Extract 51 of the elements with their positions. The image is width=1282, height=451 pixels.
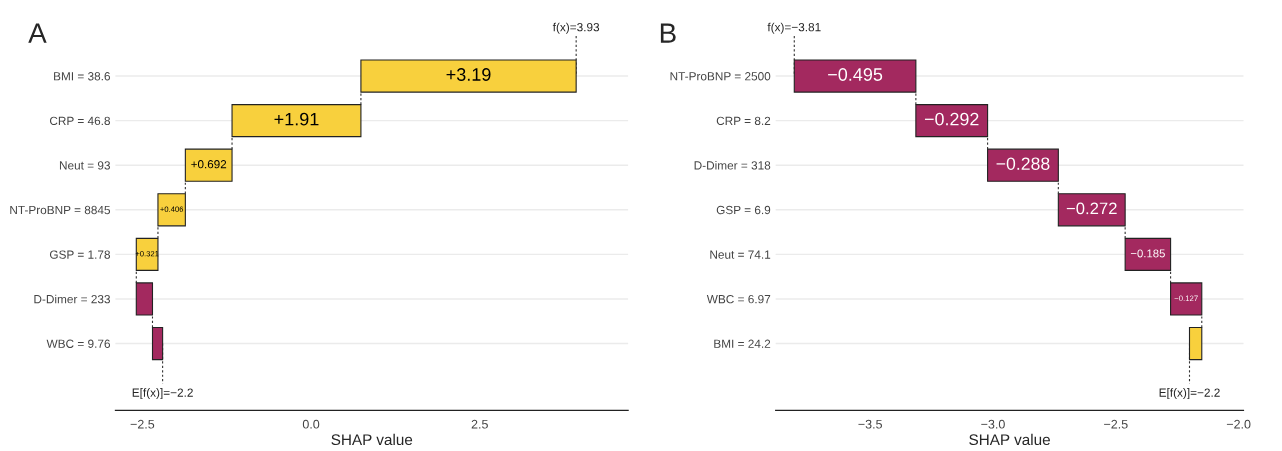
x-tick-label: 0.0 — [302, 419, 320, 429]
bar — [987, 148, 1059, 182]
bar — [151, 326, 164, 361]
y-tick-label: D-Dimer = 233 — [34, 294, 110, 304]
data-label: −0.185 — [1130, 249, 1165, 258]
bar — [184, 148, 233, 182]
data-label: −0.288 — [996, 157, 1050, 170]
data-label: +3.19 — [446, 68, 491, 81]
bar — [157, 193, 186, 227]
x-tick-label: −3.5 — [858, 419, 882, 429]
data-label: +1.91 — [274, 112, 319, 126]
y-tick-label: BMI = 38.6 — [54, 72, 110, 81]
chart-title: B — [660, 23, 676, 43]
data-label: −0.272 — [1066, 202, 1117, 215]
bar — [793, 59, 917, 93]
y-tick-label: GSP = 1.78 — [49, 250, 111, 259]
chart-title: A — [28, 23, 47, 43]
bar — [1170, 282, 1203, 316]
annotation: E[f(x)]=−2.2 — [1159, 388, 1220, 400]
y-tick-label: BMI = 24.2 — [714, 339, 771, 348]
bar — [1124, 237, 1172, 271]
data-label: −0.292 — [924, 112, 979, 126]
annotation: f(x)=−3.81 — [767, 22, 821, 34]
y-tick-label: WBC = 9.76 — [46, 339, 110, 348]
y-tick-label: CRP = 46.8 — [49, 116, 111, 126]
x-tick-label: −2.5 — [1104, 419, 1128, 429]
x-tick-label: −3.0 — [981, 419, 1005, 429]
y-tick-label: Neut = 74.1 — [710, 250, 771, 259]
x-axis-title: SHAP value — [331, 433, 413, 446]
y-tick-label: NT-ProBNP = 2500 — [670, 72, 771, 81]
annotation: E[f(x)]=−2.2 — [132, 388, 193, 400]
x-tick-label: 2.5 — [471, 419, 488, 429]
y-tick-label: D-Dimer = 318 — [694, 160, 771, 170]
x-axis-title: SHAP value — [969, 433, 1050, 446]
data-label: −0.495 — [828, 68, 883, 81]
bar — [360, 59, 577, 93]
y-tick-label: CRP = 8.2 — [716, 116, 771, 126]
bar — [915, 104, 989, 138]
bar — [1188, 326, 1203, 361]
y-tick-label: Neut = 93 — [59, 161, 110, 170]
bar — [135, 237, 159, 271]
bar — [231, 104, 362, 138]
bar — [135, 282, 154, 316]
y-tick-label: GSP = 6.9 — [716, 205, 771, 215]
data-label: +0.692 — [191, 160, 227, 169]
bar — [1057, 193, 1126, 227]
x-tick-label: −2.5 — [130, 419, 155, 429]
y-tick-label: NT-ProBNP = 8845 — [10, 205, 111, 215]
annotation: f(x)=3.93 — [552, 22, 600, 34]
y-tick-label: WBC = 6.97 — [706, 294, 771, 304]
x-tick-label: −2.0 — [1226, 419, 1251, 429]
